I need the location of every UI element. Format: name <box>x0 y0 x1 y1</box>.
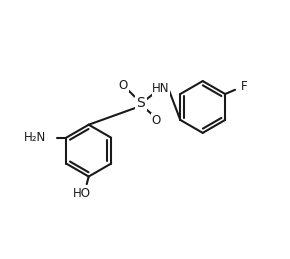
Text: F: F <box>241 81 247 93</box>
Text: HN: HN <box>152 82 170 95</box>
Text: O: O <box>152 114 161 127</box>
Text: H₂N: H₂N <box>24 131 46 144</box>
Text: HO: HO <box>72 188 91 200</box>
Text: S: S <box>136 96 145 110</box>
Text: O: O <box>119 79 128 92</box>
